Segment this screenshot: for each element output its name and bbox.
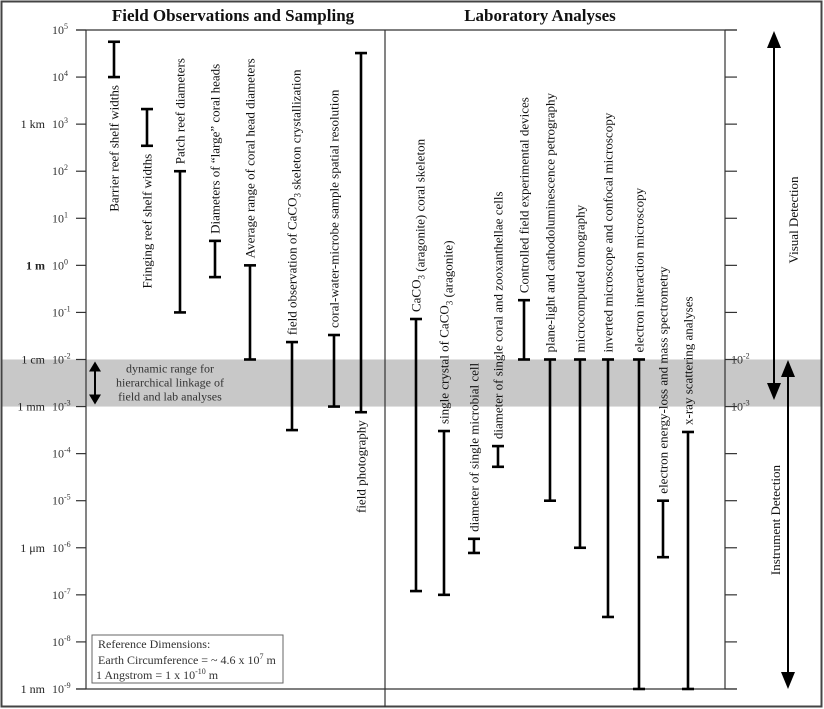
lab-range-bar: electron interaction microscopy <box>632 187 647 691</box>
range-bar-label: Average range of coral head diameters <box>243 58 258 258</box>
right-tick-label: 10-2 <box>731 351 750 366</box>
instrument-detection-label: Instrument Detection <box>768 464 783 575</box>
range-bar-label: diameter of single microbial cell <box>467 363 482 532</box>
range-bar-label: field observation of CaCO3 skeleton crys… <box>285 69 304 335</box>
lab-header: Laboratory Analyses <box>464 6 616 25</box>
tick-label: 10-2 <box>52 351 71 366</box>
tick-label: 10-6 <box>52 540 71 555</box>
right-tick-label: 10-3 <box>731 399 750 414</box>
range-bar-label: Diameters of “large” coral heads <box>208 64 223 234</box>
tick-label: 10-7 <box>52 587 71 602</box>
range-bar-label: Barrier reef shelf widths <box>107 85 122 212</box>
tick-label: 10-1 <box>52 304 71 319</box>
arrow-down-icon <box>767 383 781 400</box>
tick-label: 102 <box>52 163 68 178</box>
lab-range-bar: plane-light and cathodoluminescence petr… <box>543 92 558 503</box>
dynamic-range-band <box>2 359 821 407</box>
range-bar-label: diameter of single coral and zooxanthell… <box>491 191 506 439</box>
band-label-line: hierarchical linkage of <box>116 375 224 389</box>
range-bar-label: single crystal of CaCO3 (aragonite) <box>437 240 456 424</box>
range-bar-label: inverted microscope and confocal microsc… <box>601 112 616 352</box>
tick-label: 10-4 <box>52 446 71 461</box>
range-bar-label: plane-light and cathodoluminescence petr… <box>543 92 558 352</box>
range-bar-label: coral-water-microbe sample spatial resol… <box>327 89 342 328</box>
unit-label: 1 m <box>26 258 45 272</box>
field-range-bar: field photography <box>354 51 369 513</box>
field-range-bar: coral-water-microbe sample spatial resol… <box>327 89 342 408</box>
lab-range-bar: diameter of single microbial cell <box>467 363 482 555</box>
lab-range-bar: CaCO3 (aragonite) coral skeleton <box>409 138 428 593</box>
field-range-bar: Fringing reef shelf widths <box>140 107 155 289</box>
reference-title: Reference Dimensions: <box>98 637 210 651</box>
field-range-bar: Barrier reef shelf widths <box>107 40 122 212</box>
field-range-bar: Patch reef diameters <box>173 58 188 314</box>
range-bar-label: field photography <box>354 420 369 513</box>
field-header: Field Observations and Sampling <box>112 6 355 25</box>
arrow-down-icon <box>89 394 101 405</box>
range-bar-label: electron interaction microscopy <box>632 187 647 352</box>
range-bar-label: microcomputed tomography <box>573 204 588 352</box>
arrow-up-icon <box>781 360 795 377</box>
tick-label: 10-8 <box>52 634 71 649</box>
arrow-up-icon <box>89 361 101 372</box>
arrow-up-icon <box>767 31 781 48</box>
lab-range-bar: microcomputed tomography <box>573 204 588 550</box>
range-bar-label: Fringing reef shelf widths <box>140 154 155 289</box>
reference-angstrom: 1 Angstrom = 1 x 10-10 m <box>96 667 219 682</box>
tick-label: 104 <box>52 69 68 84</box>
lab-range-bar: diameter of single coral and zooxanthell… <box>491 191 506 469</box>
unit-label: 1 cm <box>21 352 45 366</box>
unit-label: 1 nm <box>21 682 46 696</box>
unit-label: 1 μm <box>20 541 45 555</box>
lab-range-bar: single crystal of CaCO3 (aragonite) <box>437 240 456 597</box>
tick-label: 105 <box>52 22 68 37</box>
range-bar-label: CaCO3 (aragonite) coral skeleton <box>409 138 428 312</box>
range-bar-label: electron energy-loss and mass spectromet… <box>656 266 671 494</box>
lab-range-bar: Controlled field experimental devices <box>517 97 532 361</box>
unit-label: 1 km <box>21 117 46 131</box>
tick-label: 103 <box>52 116 68 131</box>
range-bar-label: Patch reef diameters <box>173 58 188 164</box>
lab-range-bar: electron energy-loss and mass spectromet… <box>656 266 671 559</box>
tick-label: 101 <box>52 210 68 225</box>
band-label-line: field and lab analyses <box>118 389 222 403</box>
range-bar-label: x-ray scattering analyses <box>681 296 696 425</box>
band-label-line: dynamic range for <box>126 361 214 375</box>
tick-label: 100 <box>52 257 68 272</box>
field-range-bar: Diameters of “large” coral heads <box>208 64 223 279</box>
unit-label: 1 mm <box>17 400 45 414</box>
field-range-bar: Average range of coral head diameters <box>243 58 258 361</box>
tick-label: 10-5 <box>52 493 71 508</box>
reference-earth: Earth Circumference = ~ 4.6 x 107 m <box>98 652 277 667</box>
lab-range-bar: inverted microscope and confocal microsc… <box>601 112 616 619</box>
range-bar-label: Controlled field experimental devices <box>517 97 532 293</box>
field-range-bar: field observation of CaCO3 skeleton crys… <box>285 69 304 432</box>
arrow-down-icon <box>781 672 795 689</box>
tick-label: 10-9 <box>52 681 71 696</box>
tick-label: 10-3 <box>52 399 71 414</box>
lab-range-bar: x-ray scattering analyses <box>681 296 696 691</box>
reference-box: Reference Dimensions: Earth Circumferenc… <box>91 634 284 684</box>
visual-detection-label: Visual Detection <box>786 176 801 263</box>
